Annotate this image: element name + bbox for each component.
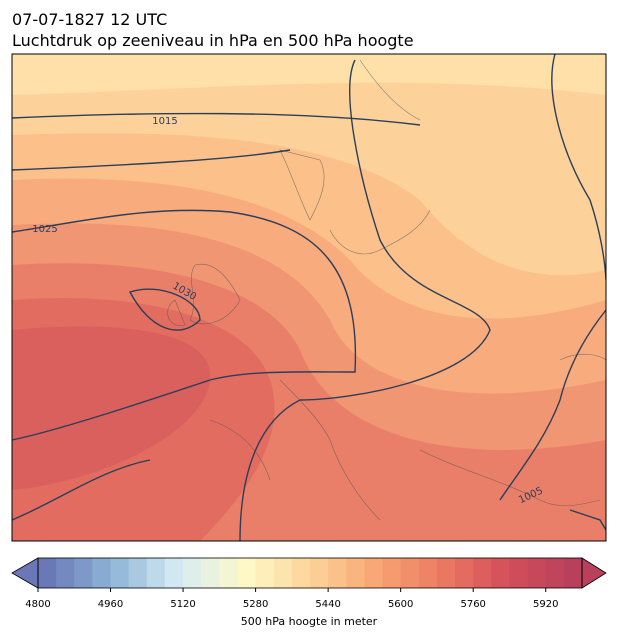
colorbar-segment <box>418 558 438 588</box>
colorbar-tick-label: 5760 <box>460 599 485 610</box>
colorbar-tick-label: 5440 <box>315 599 340 610</box>
colorbar-segment <box>273 558 293 588</box>
map-frame <box>11 53 607 542</box>
colorbar: 4800 4960 5120 5280 5440 5600 5760 5920 <box>11 557 607 610</box>
colorbar-segment <box>563 558 583 588</box>
colorbar-tick-label: 4960 <box>98 599 123 610</box>
colorbar-segment <box>455 558 474 588</box>
colorbar-segment <box>527 558 547 588</box>
colorbar-frame <box>37 557 583 589</box>
colorbar-segment <box>364 558 384 588</box>
colorbar-segment <box>509 558 529 588</box>
colorbar-label: 500 hPa hoogte in meter <box>241 615 378 628</box>
colorbar-tick-label: 5280 <box>243 599 268 610</box>
isobar-label: 1025 <box>32 224 57 235</box>
height-band <box>12 326 211 490</box>
colorbar-segment <box>219 558 238 588</box>
colorbar-segment <box>473 558 492 588</box>
isobar <box>12 459 151 521</box>
colorbar-segment <box>382 558 402 588</box>
colorbar-segment <box>183 558 202 588</box>
colorbar-extend-low <box>11 557 39 589</box>
isobar <box>239 59 491 541</box>
colorbar-segment <box>74 558 93 588</box>
colorbar-segment <box>310 558 329 588</box>
colorbar-tick-label: 5600 <box>388 599 413 610</box>
isobar <box>551 54 606 281</box>
colorbar-tick-label: 5920 <box>533 599 558 610</box>
colorbar-tick-label: 5120 <box>170 599 195 610</box>
colorbar-segment <box>237 558 257 588</box>
colorbar-segment <box>146 558 166 588</box>
colorbar-segment <box>491 558 510 588</box>
isobar <box>128 288 201 331</box>
isobar <box>569 509 606 531</box>
colorbar-extend-high <box>581 557 607 589</box>
colorbar-segment <box>56 558 75 588</box>
isobar <box>12 112 421 126</box>
isobar <box>499 309 606 501</box>
subtitle: Luchtdruk op zeeniveau in hPa en 500 hPa… <box>12 31 414 50</box>
colorbar-segment <box>110 558 130 588</box>
isobar <box>12 209 357 441</box>
isobar <box>12 149 291 171</box>
colorbar-segment <box>436 558 456 588</box>
colorbar-segment <box>128 558 148 588</box>
colorbar-segment <box>38 558 57 588</box>
colorbar-segment <box>291 558 311 588</box>
colorbar-segment <box>545 558 565 588</box>
colorbar-tick-label: 4800 <box>25 599 50 610</box>
title: 07-07-1827 12 UTC <box>12 10 167 29</box>
colorbar-segment <box>92 558 112 588</box>
colorbar-segment <box>164 558 184 588</box>
colorbar-segment <box>400 558 420 588</box>
map <box>12 54 606 541</box>
coastline <box>167 59 606 521</box>
colorbar-segment <box>201 558 220 588</box>
isobar-label: 1015 <box>152 116 177 127</box>
colorbar-segment <box>328 558 347 588</box>
colorbar-segment <box>255 558 275 588</box>
colorbar-segment <box>346 558 365 588</box>
